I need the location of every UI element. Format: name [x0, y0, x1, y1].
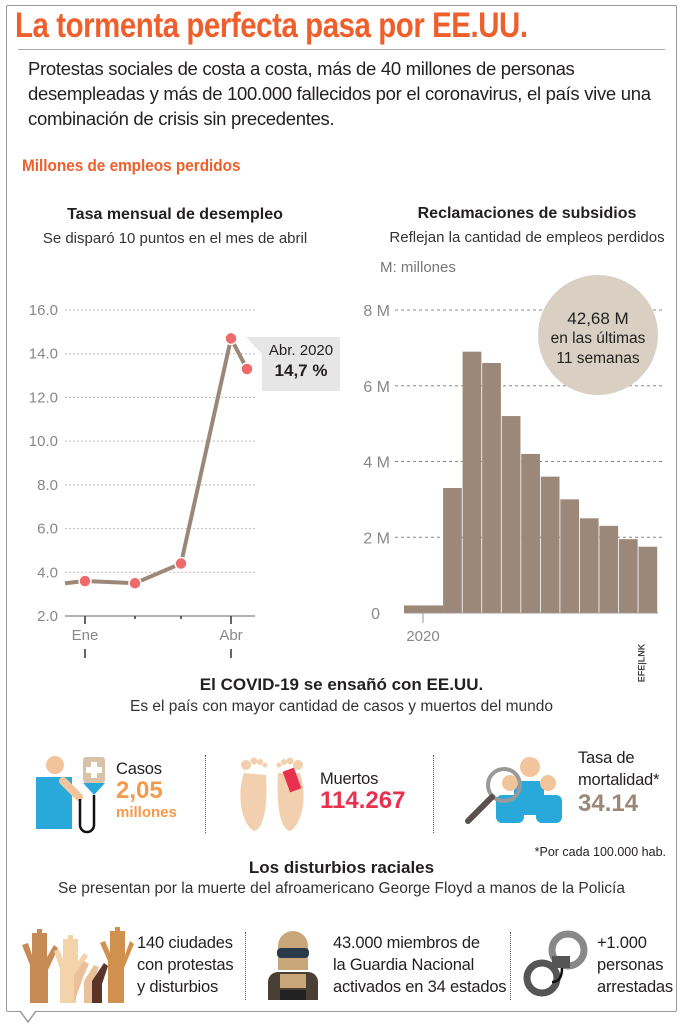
y-tick-label: 6.0 [37, 521, 58, 538]
feet-tag-icon [240, 757, 304, 831]
covid-title: El COVID-19 se ensañó con EE.UU. [199, 675, 484, 694]
bar [521, 453, 540, 613]
y-tick-label: 16.0 [29, 302, 58, 319]
cities-line-2: con protestas [137, 956, 234, 974]
cases-value: 2,05 [116, 777, 163, 804]
bar [618, 539, 638, 613]
stat-divider [245, 932, 246, 1000]
guard-line-2: la Guardia Nacional [333, 956, 475, 974]
y-tick-label: 0 [371, 606, 380, 623]
guard-line-1: 43.000 miembros de [333, 932, 480, 954]
series-line [64, 336, 249, 586]
bar [579, 518, 599, 613]
arrests-line-2: personas [597, 956, 664, 974]
bubble-line2: 11 semanas [556, 350, 640, 367]
annotation-value: 14,7 % [274, 361, 328, 380]
stat-divider [433, 755, 434, 833]
bar [462, 351, 482, 613]
line-chart-subtitle: Se disparó 10 puntos en el mes de abril [42, 230, 308, 247]
rate-value: 34.14 [578, 790, 639, 817]
cases-label: Casos [116, 760, 162, 778]
stat-divider [510, 932, 511, 1000]
guard-of: de [457, 934, 480, 952]
y-tick-label: 4.0 [37, 564, 58, 581]
deaths-value: 114.267 [320, 787, 406, 814]
cities-line-3: y disturbios [137, 978, 219, 996]
handcuffs-icon [523, 930, 588, 997]
y-tick-label: 4 M [363, 455, 390, 472]
data-point [224, 331, 238, 346]
data-point [174, 556, 188, 571]
bubble-value: 42,68 M [567, 309, 629, 328]
guard-count: 43.000 miembros [333, 934, 458, 952]
arrests-line-1: +1.000 [597, 934, 647, 952]
covid-subtitle: Es el país con mayor cantidad de casos y… [129, 698, 554, 715]
claims-bar-chart: 8 M 6 M 4 M 2 M 0 2020 [363, 303, 665, 645]
y-tick-label: 10.0 [29, 433, 58, 450]
bar-chart-subtitle: Reflejan la cantidad de empleos perdidos [389, 229, 665, 246]
annotation-label: Abr. 2020 [268, 342, 334, 359]
y-tick-label: 14.0 [29, 346, 58, 363]
deaths-label: Muertos [320, 770, 379, 788]
y-tick-label: 8.0 [37, 477, 58, 494]
rate-label-1: Tasa de [578, 749, 635, 767]
data-point [78, 574, 92, 588]
bar [540, 476, 560, 613]
soldier-icon [268, 931, 318, 1000]
page-title: La tormenta perfecta pasa por EE.UU. [15, 6, 528, 45]
magnifier-people-icon [465, 757, 562, 824]
arrests-line-3: arrestadas [597, 978, 673, 996]
bar [560, 499, 580, 613]
y-tick-label: 2 M [363, 530, 390, 547]
bar [443, 488, 462, 613]
frame-pointer [19, 1010, 37, 1024]
x-tick-label: 2020 [406, 628, 439, 645]
stat-divider [205, 755, 206, 833]
y-tick-label: 2.0 [37, 608, 58, 625]
cities-line-1: 140 ciudades [137, 934, 233, 952]
bar-chart-title: Reclamaciones de subsidios [417, 205, 637, 222]
bar [423, 605, 444, 613]
bar [501, 416, 521, 613]
data-point [128, 576, 142, 590]
section-heading: Millones de empleos perdidos [22, 156, 241, 175]
unemployment-line-chart: 16.0 14.0 12.0 10.0 8.0 6.0 4.0 2.0 Ene Abr [29, 302, 255, 658]
y-tick-label: 8 M [363, 303, 390, 320]
bar [599, 525, 619, 613]
data-point [240, 362, 254, 376]
bar [638, 546, 658, 613]
x-tick-label: Abr [219, 627, 242, 644]
intro-text: Protestas sociales de costa a costa, más… [28, 58, 651, 129]
raised-hands-icon [22, 927, 134, 1003]
unit-note: M: millones [380, 259, 456, 276]
riots-subtitle: Se presentan por la muerte del afroameri… [58, 880, 625, 897]
y-tick-label: 6 M [363, 379, 390, 396]
x-tick-label: Ene [72, 627, 99, 644]
y-tick-label: 12.0 [29, 389, 58, 406]
infographic-frame [6, 5, 677, 1012]
footnote: *Por cada 100.000 hab. [534, 845, 666, 859]
bar [404, 605, 424, 613]
callout-arrow [246, 337, 263, 355]
patient-iv-icon [36, 756, 105, 834]
bar [482, 363, 501, 613]
guard-line-3: activados en 34 estados [333, 978, 507, 996]
total-bubble: 42,68 M en las últimas 11 semanas [538, 275, 658, 395]
cases-unit: millones [116, 804, 177, 821]
rate-label-2: mortalidad* [578, 771, 660, 789]
title-divider [18, 49, 665, 50]
riots-title: Los disturbios raciales [248, 858, 435, 877]
annotation-callout: Abr. 2020 14,7 % [262, 337, 340, 391]
bubble-line1: en las últimas [550, 330, 646, 347]
line-chart-title: Tasa mensual de desempleo [67, 206, 283, 223]
